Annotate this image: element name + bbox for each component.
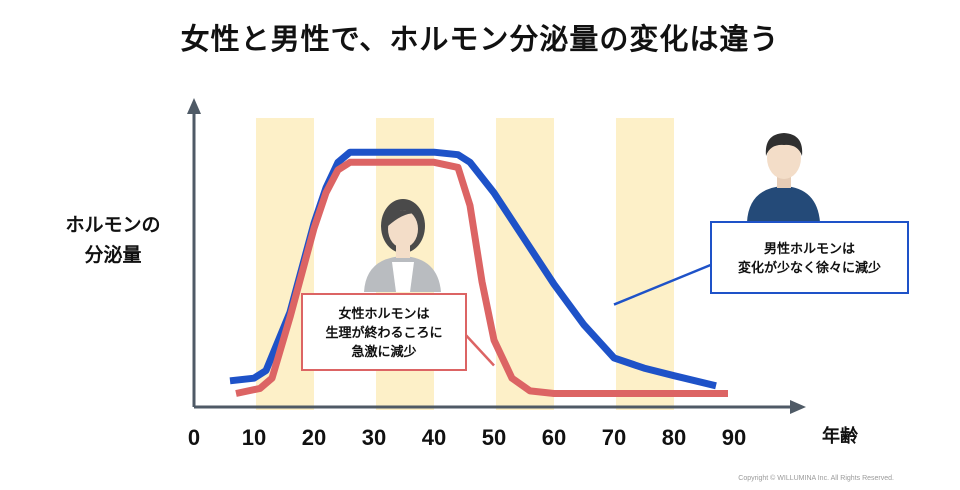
- man-body: [747, 186, 820, 222]
- man-face: [767, 137, 801, 179]
- man-figure: [747, 133, 820, 222]
- x-tick-label: 40: [422, 425, 446, 450]
- female-callout-text: 急激に減少: [351, 344, 416, 360]
- female-callout-box: [301, 293, 467, 371]
- male-callout-text: 変化が少なく徐々に減少: [738, 260, 881, 276]
- male-callout-pointer: [613, 262, 714, 306]
- figures: [364, 133, 820, 292]
- y-axis-arrow: [187, 98, 201, 114]
- female-callout-pointer: [462, 331, 495, 367]
- male-callout-box: [710, 221, 909, 294]
- man-hair: [765, 133, 803, 156]
- axes: [187, 98, 806, 414]
- x-tick-label: 30: [362, 425, 386, 450]
- x-tick-label: 0: [188, 425, 200, 450]
- y-axis-label-line2: 分泌量: [84, 244, 142, 266]
- x-tick-label: 20: [302, 425, 326, 450]
- copyright-text: Copyright © WILLUMINA Inc. All Rights Re…: [738, 475, 894, 482]
- x-tick-label: 50: [482, 425, 506, 450]
- y-axis-label: ホルモンの 分泌量: [48, 210, 178, 270]
- woman-figure: [364, 199, 441, 292]
- chart-title: 女性と男性で、ホルモン分泌量の変化は違う: [180, 22, 780, 56]
- male-callout-text: 男性ホルモンは: [764, 241, 855, 257]
- x-tick-label: 60: [542, 425, 566, 450]
- x-tick-label: 90: [722, 425, 746, 450]
- x-tick-label: 80: [662, 425, 686, 450]
- x-tick-label: 70: [602, 425, 626, 450]
- y-axis-label-line1: ホルモンの: [65, 214, 161, 236]
- female-callout-text: 女性ホルモンは: [338, 306, 429, 322]
- woman-inner-shirt: [392, 262, 414, 292]
- x-axis-label: 年齢: [822, 425, 859, 447]
- woman-bangs: [386, 209, 420, 226]
- x-axis-arrow: [790, 400, 806, 414]
- x-ticks: 0 10 20 30 40 50 60 70 80 90: [188, 425, 746, 450]
- series-lines: [229, 148, 728, 397]
- female-callout-text: 生理が終わるころに: [325, 325, 442, 341]
- female-hormone-line: [235, 158, 728, 397]
- x-tick-label: 10: [242, 425, 266, 450]
